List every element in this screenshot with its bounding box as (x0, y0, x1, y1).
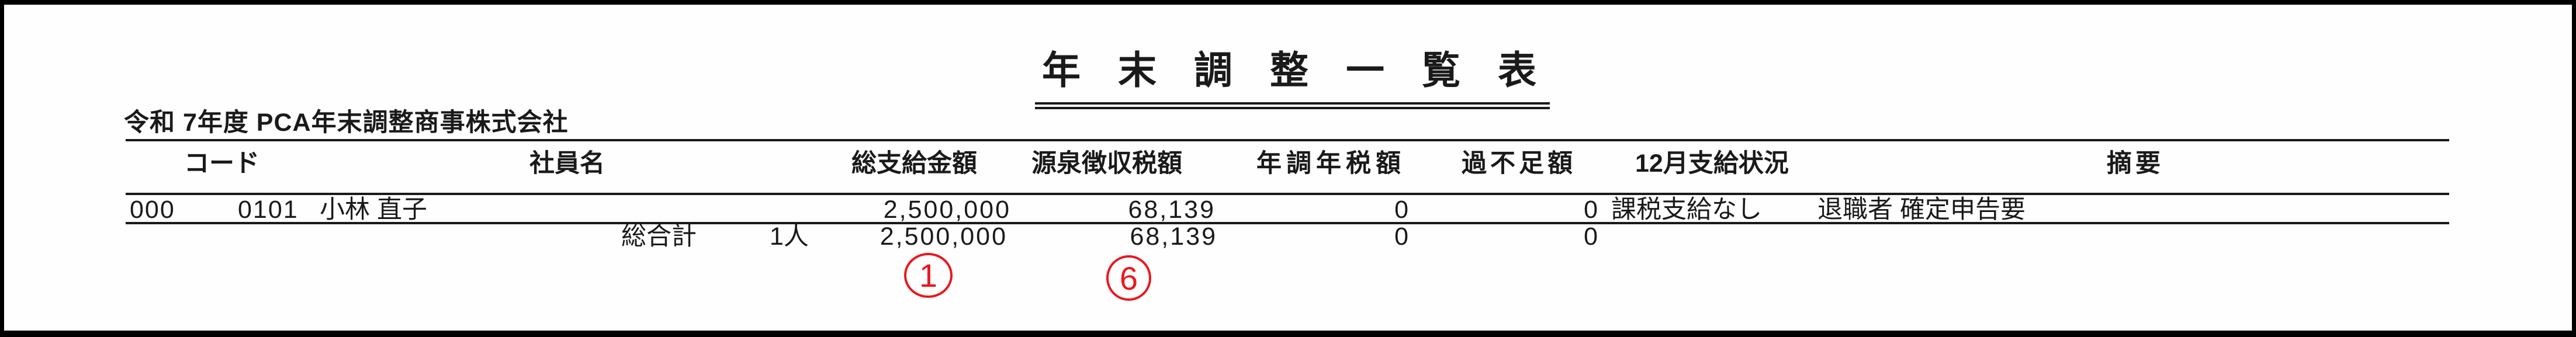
circled-annotation-6: 6 (1106, 255, 1151, 301)
annual-tax-cell: 0 (1394, 196, 1410, 224)
column-header-gross-pay: 総支給金額 (851, 150, 977, 178)
headcount-cell: 1人 (770, 223, 809, 251)
column-header-over-short: 過不足額 (1462, 150, 1576, 178)
withholding-tax-cell: 68,139 (1128, 196, 1216, 224)
row-divider (126, 222, 2449, 224)
december-status-cell: 課税支給なし (1611, 196, 1762, 224)
circled-annotation-6-label: 6 (1119, 259, 1138, 297)
over-short-cell: 0 (1584, 196, 1599, 224)
column-header-annual-tax: 年調年税額 (1256, 150, 1405, 178)
page-title: 年末調整一覧表 (1042, 48, 1574, 92)
header-underline (126, 193, 2449, 195)
total-annual-tax-cell: 0 (1394, 223, 1410, 251)
column-header-remarks: 摘要 (2107, 150, 2164, 178)
column-header-december-status: 12月支給状況 (1635, 150, 1789, 178)
employee-code-cell: 0101 (238, 196, 299, 224)
fiscal-year-company: 令和 7年度 PCA年末調整商事株式会社 (124, 109, 569, 137)
circled-annotation-1-label: 1 (919, 257, 938, 294)
column-header-code: コード (184, 150, 259, 178)
subtitle-underline (126, 139, 2449, 141)
gross-pay-cell: 2,500,000 (883, 196, 1011, 224)
column-header-employee-name: 社員名 (529, 150, 605, 178)
total-withholding-tax-cell: 68,139 (1130, 223, 1217, 251)
circled-annotation-1: 1 (904, 253, 953, 298)
total-over-short-cell: 0 (1584, 223, 1599, 251)
employee-name-cell: 小林 直子 (320, 196, 427, 224)
remarks-cell: 退職者 確定申告要 (1817, 196, 2026, 224)
dept-code-cell: 000 (130, 196, 175, 224)
column-header-withholding-tax: 源泉徴収税額 (1031, 150, 1182, 178)
title-underline (1035, 102, 1550, 109)
grand-total-label: 総合計 (621, 223, 697, 251)
total-gross-pay-cell: 2,500,000 (880, 223, 1007, 251)
